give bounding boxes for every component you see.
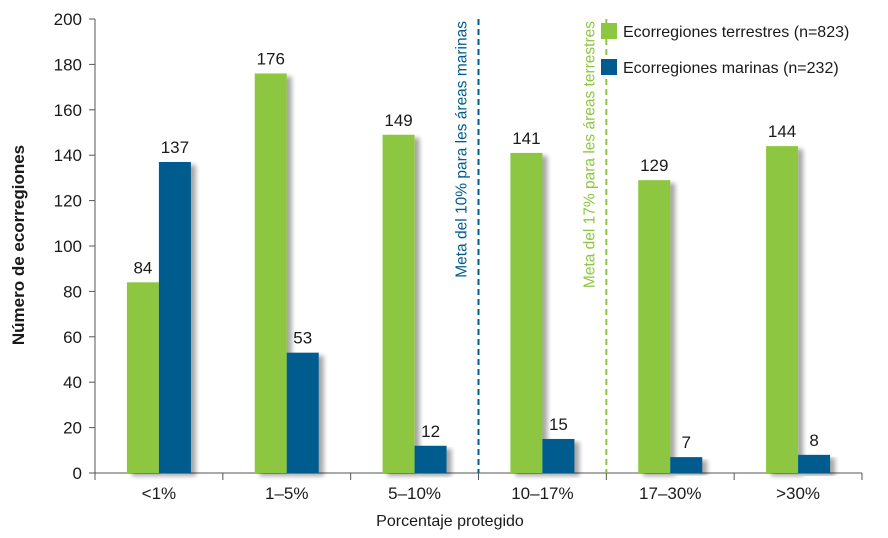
legend: Ecorregiones terrestres (n=823) Ecorregio… [601, 23, 849, 77]
y-tick-label: 120 [54, 192, 82, 211]
data-label: 144 [768, 122, 796, 141]
y-axis: 0 20 40 60 80 100 120 140 160 180 200 [54, 10, 96, 483]
y-axis-title: Número de ecorregiones [9, 145, 28, 345]
reference-lines: Meta del 10% para les áreas marinas Meta … [454, 19, 608, 473]
y-tick-label: 140 [54, 146, 82, 165]
legend-label: Ecorregiones terrestres (n=823) [623, 24, 849, 41]
y-tick-label: 100 [54, 237, 82, 256]
bar-marina-10-17 [542, 438, 575, 473]
bar-marina-1-5 [286, 352, 319, 473]
legend-label: Ecorregiones marinas (n=232) [623, 60, 839, 77]
y-tick-label: 160 [54, 101, 82, 120]
bar-terrestre-10-17 [510, 152, 543, 473]
y-tick-label: 20 [63, 419, 82, 438]
bar-terrestre-1 [126, 282, 159, 473]
x-tick-label: 1–5% [265, 484, 308, 503]
data-label: 149 [384, 111, 412, 130]
x-tick-label: >30% [776, 484, 820, 503]
data-label: 12 [421, 422, 440, 441]
bar-marina-1 [158, 162, 191, 473]
bar-terrestre-1-5 [254, 73, 287, 473]
bar-marina-30 [798, 454, 831, 473]
data-label: 53 [293, 329, 312, 348]
y-tick-label: 60 [63, 328, 82, 347]
legend-swatch [601, 23, 617, 39]
x-tick-label: 5–10% [388, 484, 441, 503]
bar-terrestre-5-10 [382, 134, 415, 473]
y-tick-label: 80 [63, 282, 82, 301]
data-label: 8 [809, 431, 818, 450]
bar-marina-17-30 [670, 457, 703, 473]
y-tick-label: 0 [73, 464, 82, 483]
data-label: 141 [512, 129, 540, 148]
target-line-label: Meta del 10% para les áreas marinas [454, 21, 471, 278]
bar-terrestre-30 [766, 146, 799, 473]
bar-marina-5-10 [414, 445, 447, 473]
y-tick-label: 40 [63, 373, 82, 392]
y-tick-label: 200 [54, 10, 82, 29]
x-tick-label: 10–17% [511, 484, 573, 503]
data-label: 129 [640, 156, 668, 175]
x-tick-label: <1% [142, 484, 177, 503]
x-tick-label: 17–30% [639, 484, 701, 503]
bar-terrestre-17-30 [638, 180, 671, 474]
data-label: 7 [682, 433, 691, 452]
x-axis-title: Porcentaje protegido [376, 513, 524, 530]
data-labels: 84 137 176 53 149 12 141 15 129 7 144 8 [133, 49, 818, 452]
data-label: 176 [257, 49, 285, 68]
bars [126, 73, 831, 474]
target-line-label: Meta del 17% para les áreas terrestres [581, 21, 598, 288]
y-tick-label: 180 [54, 55, 82, 74]
data-label: 137 [161, 138, 189, 157]
legend-swatch [601, 59, 617, 75]
x-axis: <1% 1–5% 5–10% 10–17% 17–30% >30% [94, 472, 863, 503]
data-label: 84 [133, 258, 152, 277]
data-label: 15 [549, 415, 568, 434]
